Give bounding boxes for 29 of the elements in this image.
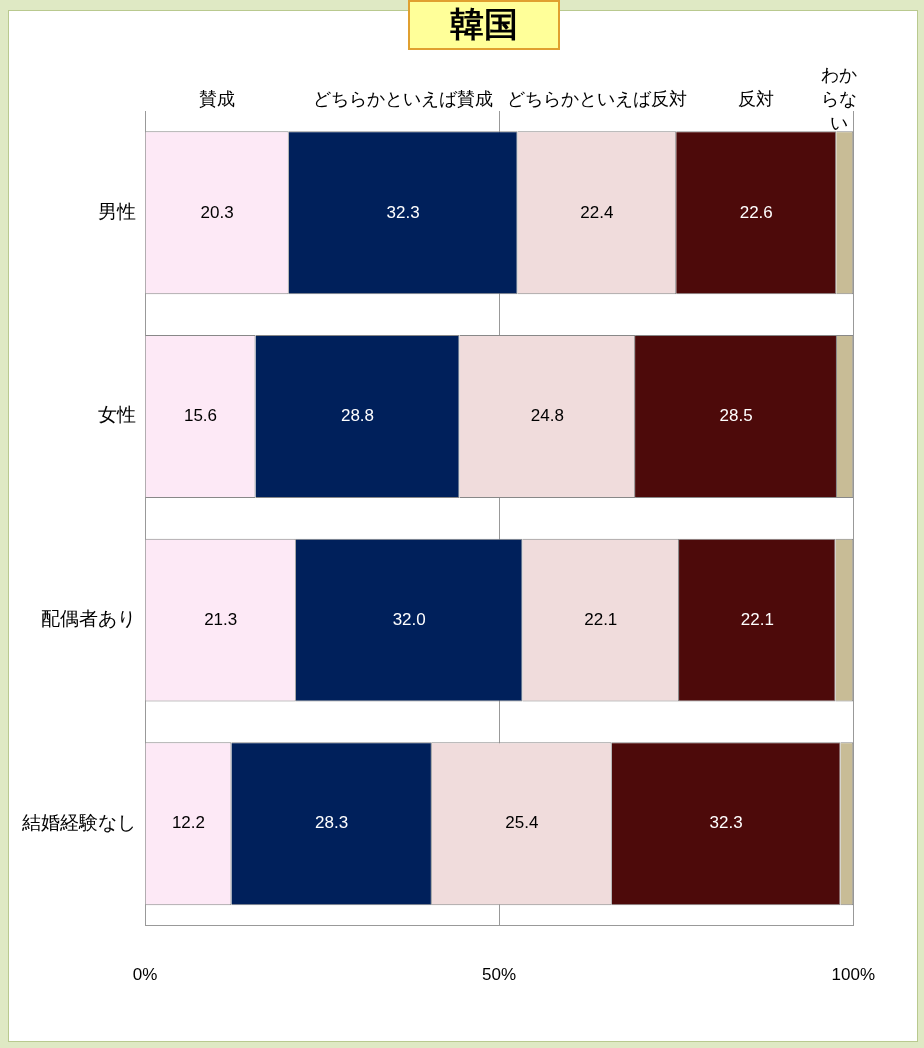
series-label: どちらかといえば賛成	[313, 87, 494, 109]
data-label: 22.6	[739, 202, 773, 222]
data-label: 32.3	[386, 202, 420, 222]
data-label: 12.2	[171, 813, 205, 833]
y-tick-label: 男性	[98, 199, 136, 222]
data-label: 20.3	[200, 202, 234, 222]
series-label: わからない	[821, 63, 858, 133]
data-label: 24.8	[530, 406, 564, 426]
y-tick-label: 女性	[98, 403, 136, 426]
x-tick-label: 0%	[132, 965, 158, 985]
series-label: 賛成	[199, 87, 236, 109]
data-label: 22.4	[580, 202, 614, 222]
x-tick-label: 100%	[831, 965, 875, 985]
data-label: 21.3	[204, 609, 238, 629]
data-label: 32.0	[392, 609, 426, 629]
series-label: 反対	[738, 87, 775, 109]
series-label: どちらかといえば反対	[506, 87, 687, 109]
data-label: 22.1	[740, 609, 774, 629]
data-label: 28.3	[315, 813, 349, 833]
chart-title: 韓国	[408, 0, 560, 50]
data-label: 28.5	[719, 406, 753, 426]
x-tick-label: 50%	[482, 965, 517, 985]
data-label: 22.1	[584, 609, 618, 629]
data-label: 25.4	[505, 813, 539, 833]
y-tick-label: 配偶者あり	[41, 607, 136, 630]
data-label: 28.8	[340, 406, 375, 426]
data-label: 32.3	[709, 813, 743, 833]
data-label: 15.6	[183, 406, 218, 426]
y-tick-label: 結婚経験なし	[21, 810, 136, 833]
